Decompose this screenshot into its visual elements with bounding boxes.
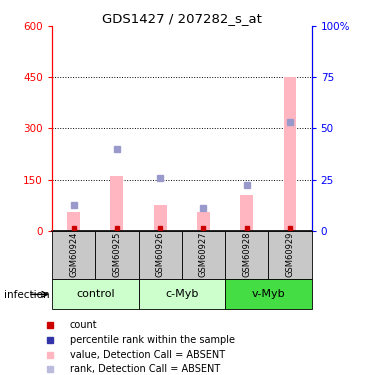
Bar <box>67 212 80 231</box>
Text: value, Detection Call = ABSENT: value, Detection Call = ABSENT <box>70 350 225 360</box>
Text: control: control <box>76 290 115 299</box>
Bar <box>138 279 225 309</box>
Text: v-Myb: v-Myb <box>252 290 285 299</box>
Bar <box>52 231 95 279</box>
Text: percentile rank within the sample: percentile rank within the sample <box>70 335 235 345</box>
Text: rank, Detection Call = ABSENT: rank, Detection Call = ABSENT <box>70 364 220 374</box>
Title: GDS1427 / 207282_s_at: GDS1427 / 207282_s_at <box>102 12 262 25</box>
Bar <box>52 279 138 309</box>
Bar <box>182 231 225 279</box>
Text: GSM60929: GSM60929 <box>286 231 295 277</box>
Bar <box>268 231 312 279</box>
Text: GSM60924: GSM60924 <box>69 231 78 277</box>
Bar <box>197 212 210 231</box>
Bar <box>95 231 138 279</box>
Text: GSM60926: GSM60926 <box>156 231 165 277</box>
Text: c-Myb: c-Myb <box>165 290 198 299</box>
Bar <box>154 205 167 231</box>
Text: count: count <box>70 321 97 330</box>
Bar <box>283 77 296 231</box>
Text: GSM60925: GSM60925 <box>112 231 121 277</box>
Bar <box>225 279 312 309</box>
Bar <box>138 231 182 279</box>
Bar <box>225 231 268 279</box>
Text: infection: infection <box>4 290 49 300</box>
Bar <box>111 176 123 231</box>
Text: GSM60928: GSM60928 <box>242 231 251 277</box>
Bar <box>240 195 253 231</box>
Text: GSM60927: GSM60927 <box>199 231 208 277</box>
